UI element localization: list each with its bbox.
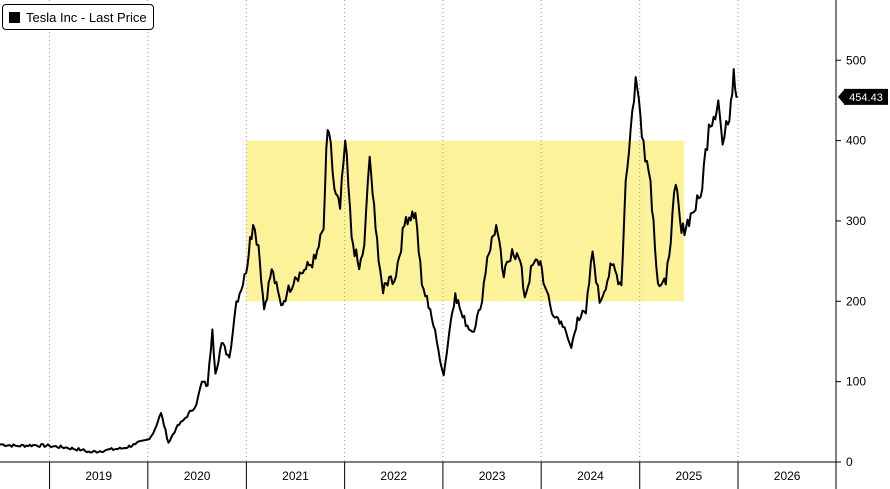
y-tick-label: 100	[846, 375, 866, 389]
last-price-pointer	[838, 89, 844, 104]
y-tick-label: 500	[846, 53, 866, 67]
x-tick-label: 2020	[184, 469, 211, 483]
x-tick-label: 2023	[479, 469, 506, 483]
legend-label: Tesla Inc - Last Price	[26, 9, 147, 25]
x-tick-label: 2026	[774, 469, 801, 483]
legend: Tesla Inc - Last Price	[2, 4, 154, 30]
x-tick-label: 2024	[577, 469, 604, 483]
x-tick-label: 2019	[85, 469, 112, 483]
x-tick-label: 2025	[676, 469, 703, 483]
price-series-line	[0, 68, 738, 454]
last-price-label: 454.43	[849, 92, 883, 104]
highlight-band	[246, 140, 685, 302]
x-tick-label: 2022	[380, 469, 407, 483]
x-tick-label: 2021	[282, 469, 309, 483]
y-tick-label: 400	[846, 134, 866, 148]
y-tick-label: 200	[846, 294, 866, 308]
last-price-badge	[844, 88, 888, 105]
y-tick-label: 0	[846, 455, 853, 469]
legend-swatch	[9, 11, 20, 23]
y-tick-label: 300	[846, 214, 866, 228]
